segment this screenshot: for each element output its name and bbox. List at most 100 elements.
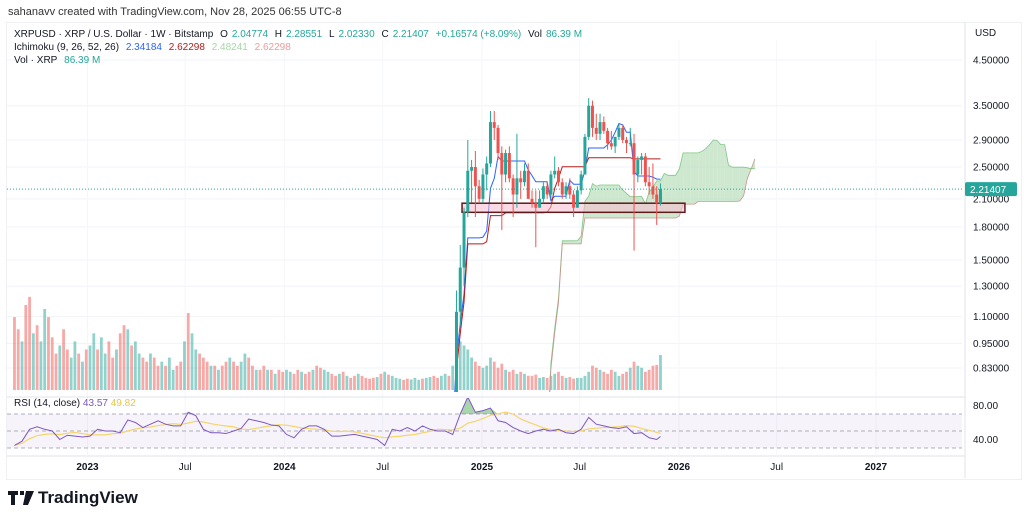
candle-body	[500, 153, 504, 175]
volume-bar	[591, 365, 594, 390]
ohlc-high: H 2.28551	[275, 29, 322, 40]
candle-body	[583, 136, 587, 175]
volume-bar	[647, 369, 651, 390]
volume-bar	[428, 377, 432, 390]
ichimoku-span-b-value: 2.62298	[254, 42, 291, 53]
price-tick-label: 2.10000	[973, 194, 1010, 205]
candle-body	[579, 174, 583, 191]
volume-bar	[375, 377, 379, 390]
time-tick-label: 2024	[273, 462, 296, 473]
volume-bar	[402, 379, 405, 390]
candle-body	[647, 182, 651, 187]
candle	[500, 146, 504, 230]
tradingview-logo[interactable]: TradingView	[8, 488, 138, 508]
volume-bar	[489, 357, 492, 390]
candle-body	[541, 186, 545, 199]
volume-bar	[16, 329, 20, 390]
volume-bar	[315, 365, 319, 390]
volume-value: 86.39 M	[545, 29, 583, 40]
volume: Vol 86.39 M	[528, 29, 582, 40]
candle	[553, 156, 557, 179]
time-tick-label: 2023	[76, 462, 99, 473]
volume-bar	[621, 373, 625, 390]
volume-bar	[251, 365, 254, 390]
volume-bar	[606, 373, 609, 390]
high-value: 2.28551	[286, 29, 323, 40]
volume-bar	[160, 361, 164, 390]
candle	[488, 111, 492, 168]
ohlc-close: C 2.21407	[381, 29, 428, 40]
volume-bar	[65, 349, 69, 390]
candle-body	[587, 105, 591, 137]
volume-bar	[371, 377, 375, 390]
volume-bar	[77, 353, 81, 390]
currency-label[interactable]: USD	[975, 28, 997, 39]
volume-bar	[54, 353, 58, 390]
volume-bar	[421, 378, 424, 390]
ichimoku-row: Ichimoku (9, 26, 52, 26) 2.34184 2.62298…	[14, 41, 586, 54]
price-tick-label: 0.83000	[973, 363, 1010, 374]
volume-bar	[281, 371, 285, 390]
ichimoku-cloud-segment	[464, 460, 468, 464]
chart-credit: sahanavv created with TradingView.com, N…	[8, 6, 342, 18]
volume-bar	[232, 361, 235, 390]
candle	[496, 124, 500, 160]
volume-bar	[217, 369, 220, 390]
volume-bar	[262, 365, 266, 390]
ichimoku-base-value: 2.62298	[168, 42, 205, 53]
candle	[606, 127, 610, 150]
volume-bar	[345, 375, 349, 390]
candle	[462, 207, 466, 287]
volume-bar	[356, 373, 360, 390]
ichimoku-cloud-segment	[736, 167, 740, 202]
candle-body	[643, 156, 647, 183]
candle	[636, 156, 640, 183]
candle-body	[534, 203, 538, 208]
volume-bar	[198, 353, 201, 390]
volume-bar	[201, 357, 205, 390]
volume-bar	[115, 349, 118, 390]
volume-indicator-label[interactable]: Vol · XRP	[14, 55, 58, 66]
ichimoku-label[interactable]: Ichimoku (9, 26, 52, 26)	[14, 42, 120, 53]
ichimoku-span-b-line	[549, 158, 756, 392]
time-tick-label: 2026	[668, 462, 691, 473]
volume-bar	[311, 369, 315, 390]
volume-bar	[557, 371, 560, 390]
rsi-label[interactable]: RSI (14, close)	[14, 398, 81, 409]
symbol-title[interactable]: XRPUSD · XRP / U.S. Dollar · 1W · Bitsta…	[14, 29, 214, 40]
volume-indicator-value: 86.39 M	[64, 55, 101, 66]
candle-body	[496, 127, 500, 154]
candle	[651, 163, 655, 199]
volume-bar	[523, 373, 526, 390]
volume-bar	[538, 377, 541, 390]
volume-bar	[296, 369, 300, 390]
volume-bar	[473, 361, 477, 390]
candle-body	[613, 136, 617, 147]
candle	[511, 174, 515, 218]
volume-bar	[587, 371, 591, 390]
candle-body	[526, 170, 530, 199]
chart-legend: XRPUSD · XRP / U.S. Dollar · 1W · Bitsta…	[14, 28, 586, 67]
volume-bar	[73, 341, 77, 390]
candle-body	[511, 178, 515, 195]
candle-body	[560, 182, 564, 195]
volume-bar	[379, 373, 383, 390]
price-tick-label: 1.50000	[973, 256, 1010, 267]
candle-body	[556, 170, 560, 183]
ichimoku-cloud-segment	[724, 144, 729, 202]
volume-bar	[273, 373, 277, 390]
close-label: C	[381, 29, 389, 40]
candle	[556, 167, 560, 187]
candle	[485, 156, 489, 191]
candle	[583, 133, 587, 175]
volume-bar	[47, 317, 50, 390]
candle-body	[522, 170, 526, 183]
ohlc-low: L 2.02330	[329, 29, 375, 40]
price-tick-label: 1.10000	[973, 312, 1010, 323]
volume-label: Vol	[528, 29, 542, 40]
volume-bar	[167, 357, 171, 390]
volume-bar	[50, 337, 54, 390]
candle-body	[391, 472, 394, 488]
volume-bar	[277, 369, 281, 390]
